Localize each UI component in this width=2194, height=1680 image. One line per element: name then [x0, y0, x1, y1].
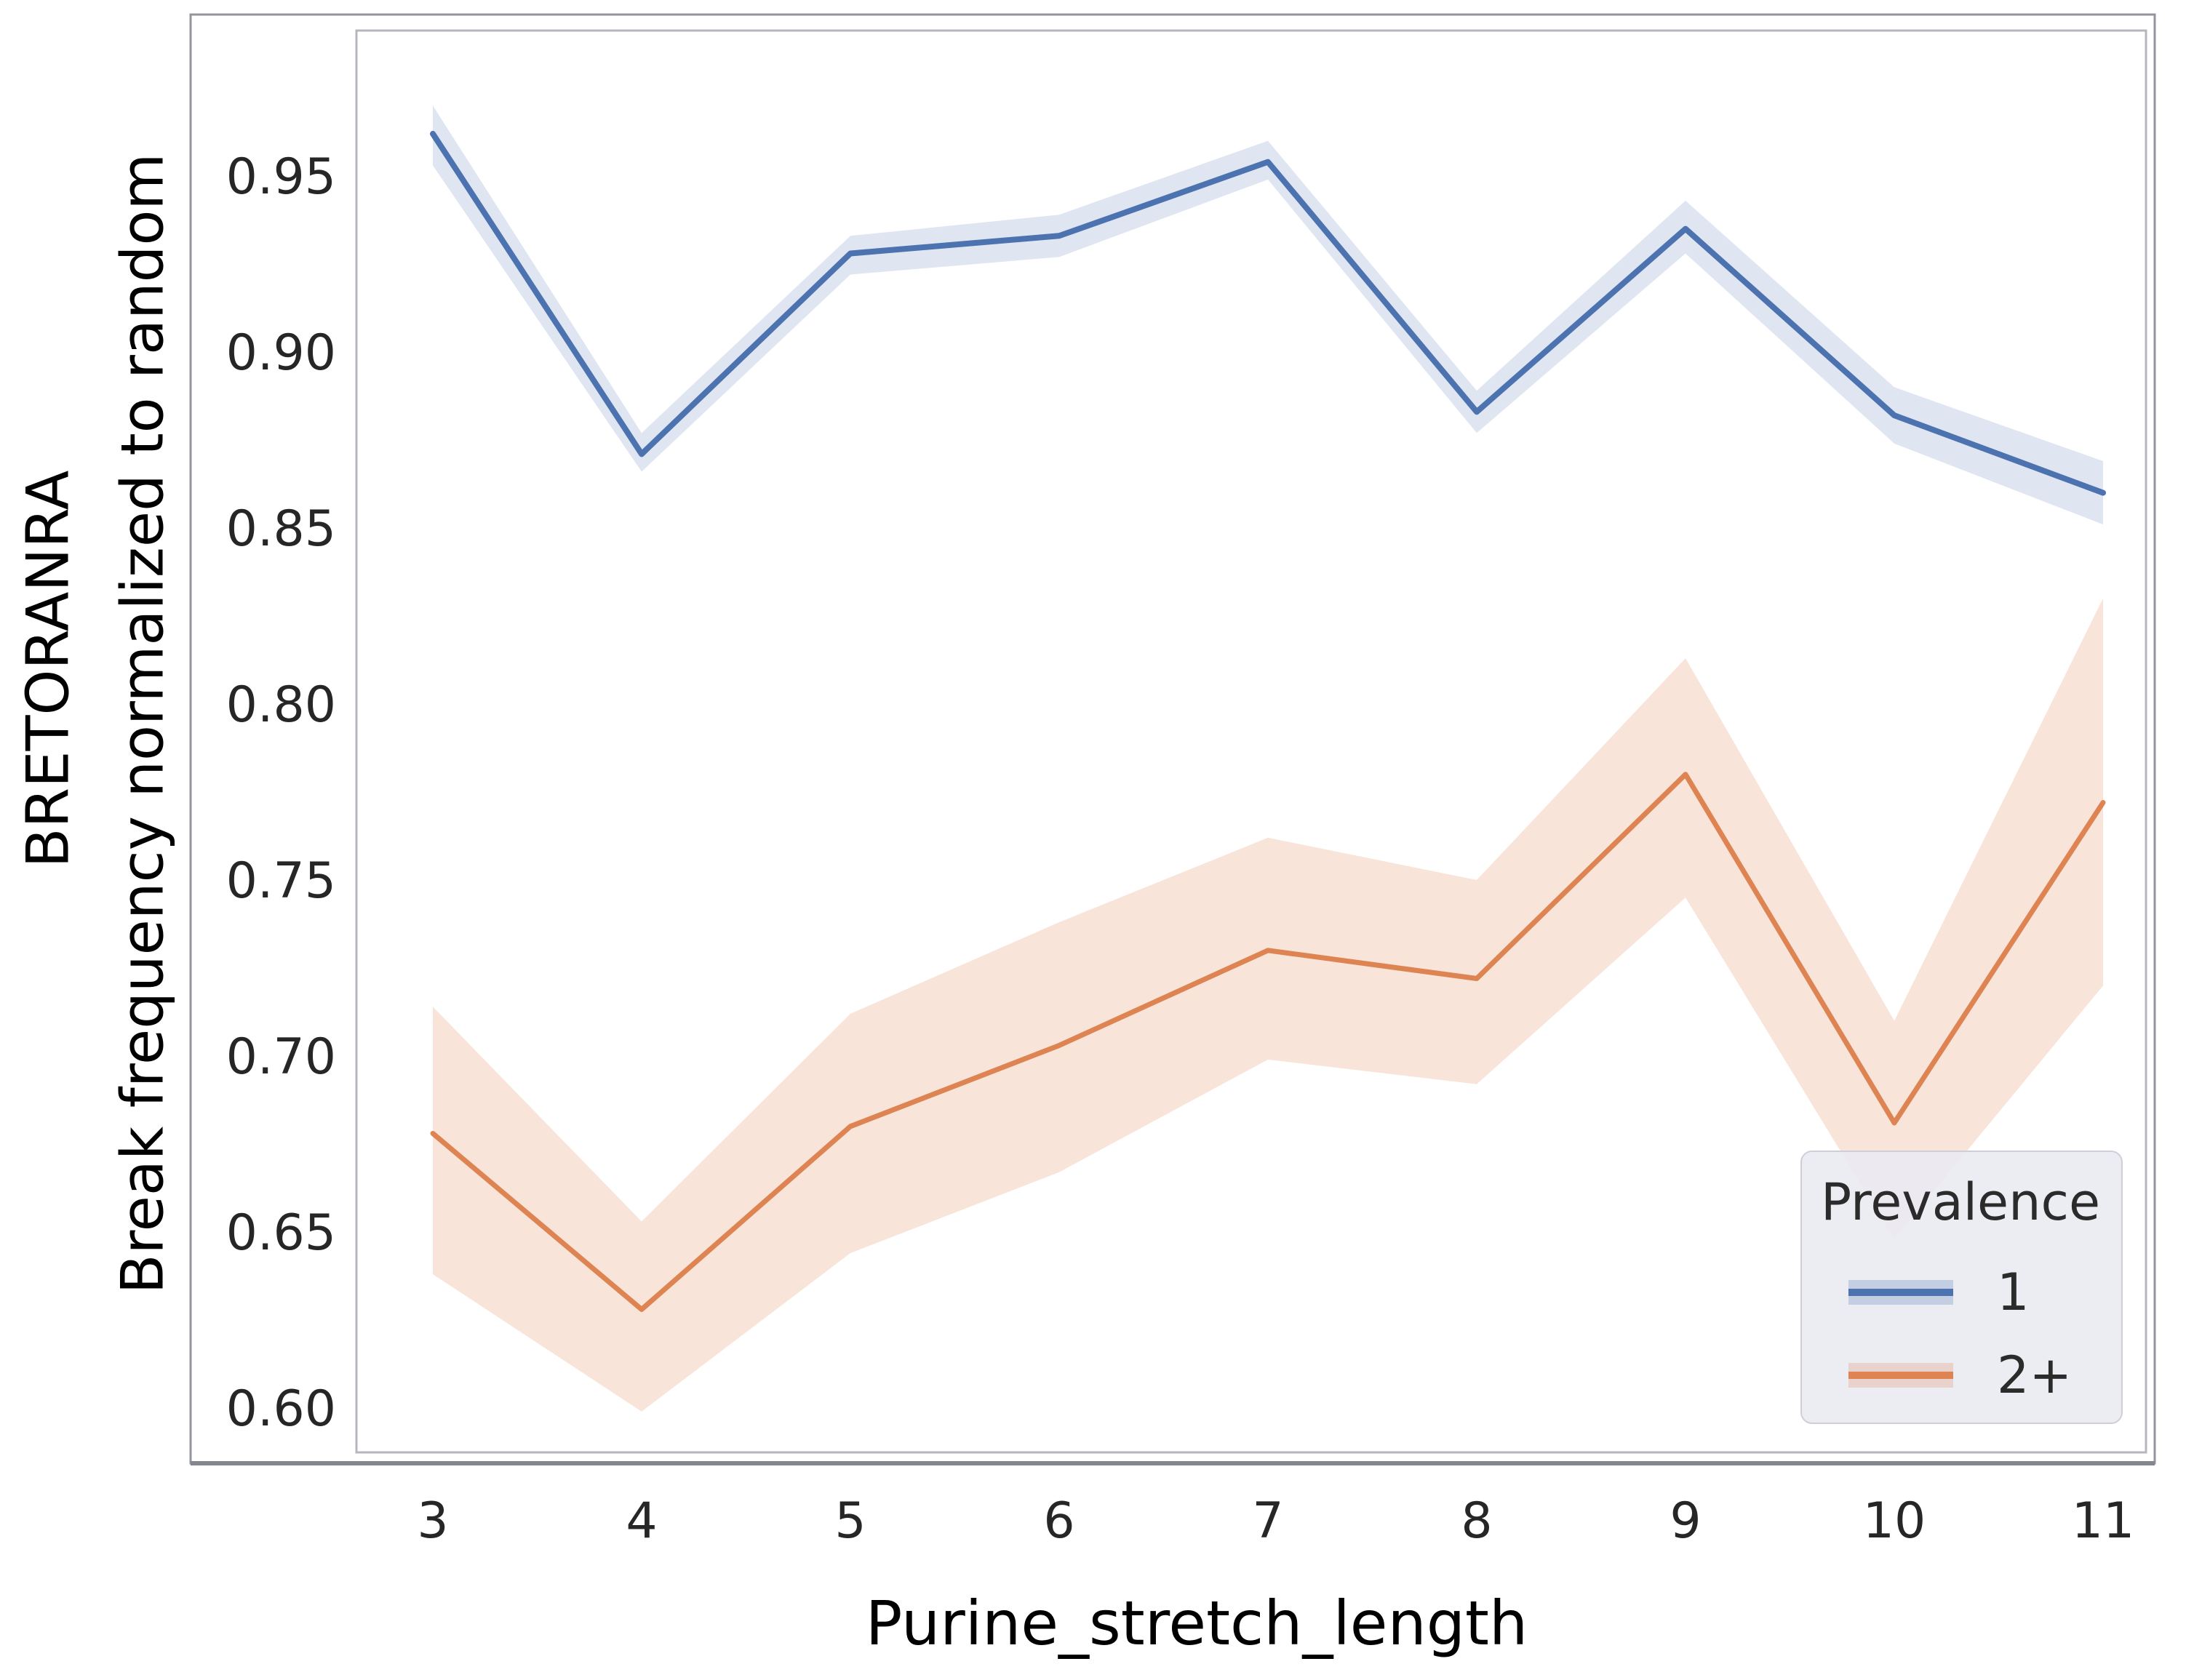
x-tick-label: 10 — [1863, 1492, 1926, 1550]
legend-label-1: 1 — [1997, 1263, 2030, 1322]
series-line-2+ — [430, 772, 2106, 1312]
y-tick-label: 0.60 — [226, 1380, 336, 1438]
y-tick-label: 0.85 — [226, 500, 336, 558]
x-tick-label: 9 — [1670, 1492, 1701, 1550]
plot-area-border — [355, 29, 2147, 1454]
x-tick-label: 3 — [417, 1492, 448, 1550]
y-tick-label: 0.80 — [226, 676, 336, 734]
legend-swatch-orange — [1848, 1363, 1953, 1388]
legend: Prevalence 1 2+ — [1800, 1151, 2123, 1424]
series-lines — [430, 130, 2106, 1312]
y-tick-label: 0.65 — [226, 1204, 336, 1262]
x-tick-label: 11 — [2072, 1492, 2135, 1550]
confidence-band-1 — [433, 105, 2103, 525]
y-tick-label: 0.70 — [226, 1028, 336, 1086]
x-tick-labels: 3 4 5 6 7 8 9 10 11 — [417, 1492, 2134, 1550]
legend-swatch-blue — [1848, 1280, 1953, 1305]
x-tick-label: 5 — [834, 1492, 866, 1550]
y-tick-labels: 0.60 0.65 0.70 0.75 0.80 0.85 0.90 0.95 — [226, 148, 336, 1438]
confidence-bands — [433, 105, 2103, 1412]
y-tick-label: 0.90 — [226, 324, 336, 382]
legend-item-2plus: 2+ — [1802, 1343, 2121, 1408]
x-axis-label: Purine_stretch_length — [865, 1588, 1528, 1659]
x-tick-label: 6 — [1043, 1492, 1074, 1550]
legend-label-2plus: 2+ — [1997, 1345, 2073, 1405]
y-axis-label-secondary: BRETORANRA — [14, 470, 82, 868]
x-tick-label: 8 — [1461, 1492, 1492, 1550]
y-tick-label: 0.95 — [226, 148, 336, 206]
y-axis-label: Break frequency normalized to random — [108, 153, 177, 1295]
legend-swatch-line-orange — [1848, 1372, 1953, 1379]
x-tick-label: 4 — [626, 1492, 657, 1550]
x-tick-label: 7 — [1252, 1492, 1283, 1550]
legend-item-1: 1 — [1802, 1260, 2121, 1325]
legend-swatch-line-blue — [1848, 1289, 1953, 1296]
legend-title: Prevalence — [1821, 1172, 2101, 1232]
confidence-band-2+ — [433, 598, 2103, 1412]
y-tick-label: 0.75 — [226, 852, 336, 910]
series-line-1 — [430, 130, 2106, 496]
